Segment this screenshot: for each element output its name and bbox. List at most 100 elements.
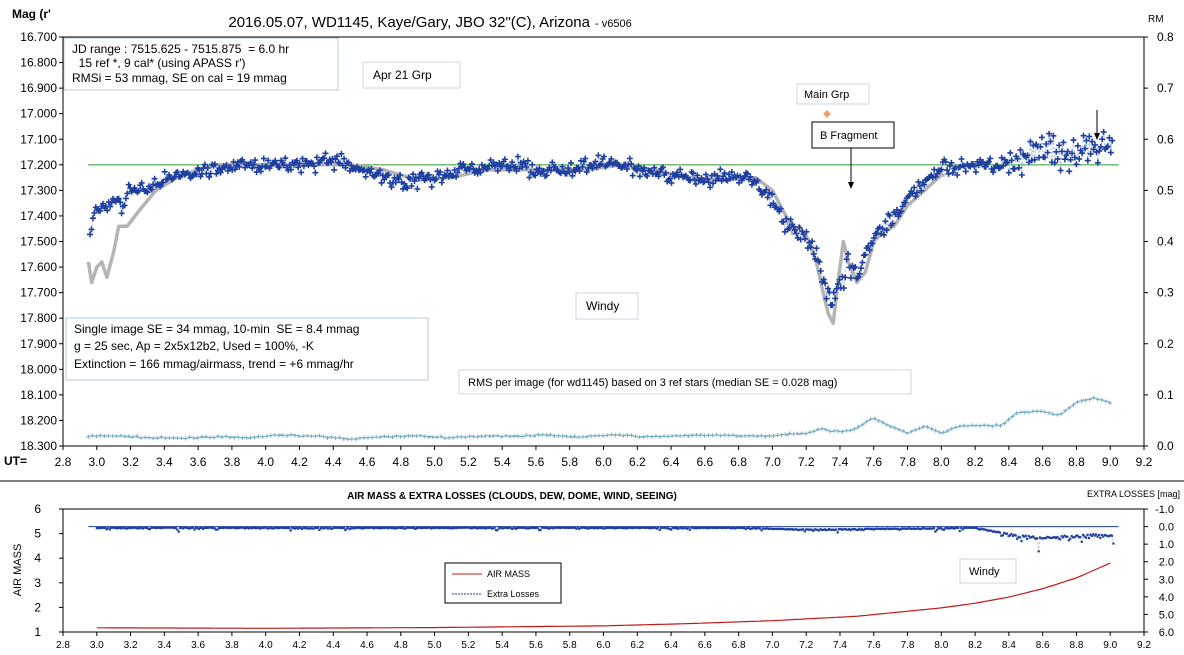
top-y-right-tick-label: 0.8 (1157, 30, 1174, 44)
rms-point (726, 433, 731, 438)
extra-losses-point (418, 526, 421, 529)
extra-losses-point (1010, 532, 1013, 536)
magnitude-point (296, 160, 303, 167)
magnitude-point (549, 159, 556, 166)
rms-point (370, 435, 375, 440)
magnitude-point (823, 295, 830, 302)
extra-losses-point (615, 526, 618, 530)
extra-losses-point (424, 526, 427, 529)
magnitude-point (947, 162, 953, 169)
magnitude-point (856, 270, 863, 277)
magnitude-point (157, 183, 164, 190)
extra-losses-point (453, 527, 456, 530)
rms-point (641, 435, 646, 440)
magnitude-point (265, 157, 272, 164)
magnitude-point (501, 156, 508, 163)
annotation-apr21: Apr 21 Grp (362, 61, 461, 89)
extra-losses-point (1069, 537, 1072, 540)
extra-losses-point (114, 526, 117, 529)
rms-point (195, 435, 200, 440)
magnitude-point (477, 169, 484, 176)
magnitude-point (987, 155, 994, 162)
magnitude-point (288, 166, 294, 173)
magnitude-point (160, 179, 167, 186)
extra-losses-point (334, 526, 337, 529)
extra-losses-point (1052, 536, 1055, 539)
extra-losses-point (308, 527, 311, 530)
rms-point (868, 417, 873, 422)
magnitude-point (1043, 141, 1050, 147)
magnitude-point (608, 155, 615, 162)
extra-losses-point (940, 527, 943, 530)
extra-losses-point (654, 526, 657, 529)
extra-losses-point (115, 527, 119, 530)
magnitude-point (629, 172, 636, 179)
extra-losses-point (500, 527, 503, 530)
extra-losses-point (199, 526, 202, 530)
magnitude-point (552, 163, 559, 170)
top-x-tick-label: 8.6 (1034, 455, 1051, 469)
rms-point (852, 426, 857, 431)
extra-losses-point (230, 526, 233, 529)
extra-losses-point (131, 526, 134, 529)
rms-point (524, 433, 529, 438)
extra-losses-point (958, 530, 961, 533)
extra-losses-point (482, 526, 485, 530)
extra-losses-point (569, 526, 572, 529)
extra-losses-point (886, 527, 890, 530)
extra-losses-point (143, 526, 146, 529)
extra-losses-point (282, 526, 285, 530)
rms-point (994, 422, 999, 427)
magnitude-point (668, 180, 675, 186)
extra-losses-point (631, 527, 634, 530)
magnitude-point (879, 225, 886, 232)
rms-point (1010, 414, 1015, 419)
rms-point (386, 434, 391, 439)
magnitude-point (1086, 133, 1093, 140)
extra-losses-point (671, 526, 674, 529)
extra-losses-point (133, 526, 136, 529)
extra-losses-point (483, 526, 486, 530)
extra-losses-point (454, 526, 457, 529)
rms-point (828, 429, 833, 434)
top-x-tick-label: 4.6 (359, 455, 376, 469)
magnitude-point (1015, 164, 1022, 171)
extra-losses-point (704, 526, 707, 529)
top-y-tick-label: 17.000 (20, 107, 57, 121)
rms-point (159, 434, 164, 439)
extra-losses-point (226, 526, 229, 530)
top-chart-version-tag: - v6506 (595, 18, 632, 30)
extra-losses-point (937, 526, 940, 530)
magnitude-point (334, 153, 340, 160)
extra-losses-point (427, 526, 430, 529)
extra-losses-point (952, 527, 956, 530)
extra-losses-point (701, 526, 704, 529)
magnitude-point (677, 166, 684, 173)
extra-losses-point (852, 528, 855, 531)
magnitude-point (1084, 157, 1091, 164)
rms-point (897, 427, 902, 432)
rms-point (1059, 411, 1064, 416)
extra-losses-point (360, 527, 363, 530)
top-x-tick-label: 6.6 (697, 455, 714, 469)
extra-losses-point (120, 527, 123, 530)
magnitude-point (628, 160, 635, 167)
extra-losses-point (374, 526, 377, 529)
magnitude-point (582, 155, 589, 162)
extra-losses-point (421, 526, 424, 529)
rms-point (382, 434, 387, 439)
extra-losses-point (591, 526, 594, 529)
rms-point (439, 434, 443, 439)
extra-losses-point (1089, 533, 1092, 536)
extra-losses-point (921, 527, 924, 530)
extra-losses-point (236, 527, 239, 530)
rms-point (512, 434, 516, 439)
magnitude-point (869, 240, 876, 247)
extra-losses-point (760, 529, 763, 532)
extra-losses-point (1092, 533, 1095, 536)
magnitude-point (840, 285, 847, 292)
bottom-x-tick-label: 6.2 (630, 640, 644, 651)
extra-losses-point (101, 526, 104, 529)
rms-point (779, 433, 784, 437)
extra-losses-point (863, 527, 867, 530)
